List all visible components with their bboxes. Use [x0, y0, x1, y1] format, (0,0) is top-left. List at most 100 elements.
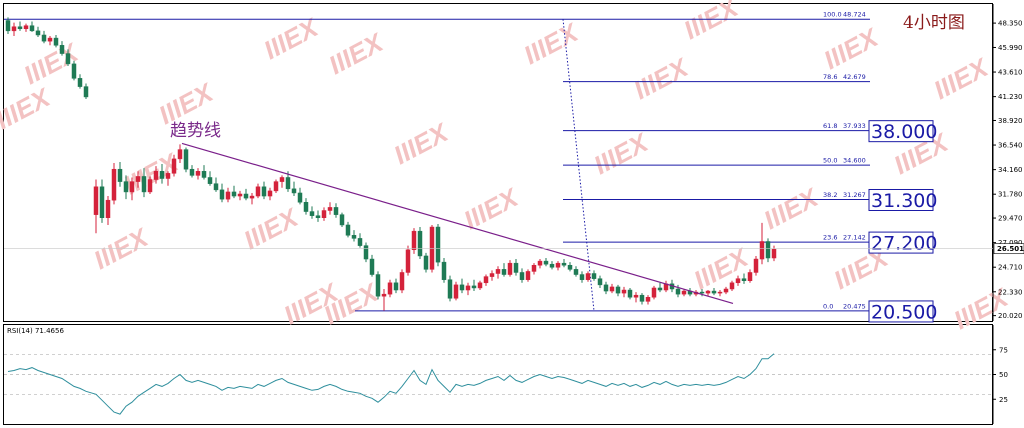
candle-body [165, 173, 171, 179]
candle-body [567, 264, 573, 270]
price-axis: 48.350 45.990 43.610 41.230 38.920 36.540 34.1… [4, 4, 1024, 321]
rsi-levels [4, 354, 993, 395]
candle-body [249, 195, 255, 199]
candle-body [327, 207, 333, 211]
candle-body [501, 269, 507, 275]
candle-body [381, 293, 387, 297]
candle-body [53, 37, 59, 46]
fib-price-label: 27.142 [843, 234, 866, 242]
candle-body [507, 262, 513, 275]
candle-body [99, 186, 105, 218]
fib-price-label: 20.475 [843, 302, 866, 310]
candle-body [675, 288, 681, 295]
candle-body [411, 230, 417, 251]
fib-ratio-label: 0.0 [823, 302, 833, 310]
candle-body [417, 230, 423, 257]
candle-body [435, 226, 441, 263]
candle-body [279, 177, 285, 182]
candle-body [603, 284, 609, 292]
fibonacci-levels: 100.0 48.724 78.6 42.679 61.8 37.933 50.0 34.60… [4, 11, 870, 312]
candle-body [609, 286, 615, 292]
candlestick-series [5, 17, 777, 311]
candle-body [699, 291, 705, 294]
price-tick-label: 20.020 [998, 312, 1023, 320]
fib-ratio-label: 50.0 [823, 157, 837, 165]
fib-ratio-label: 100.0 [823, 11, 842, 19]
candle-body [597, 278, 603, 286]
candle-body [369, 258, 375, 275]
candle-body [309, 211, 315, 216]
candle-body [65, 53, 71, 65]
candle-body [531, 264, 537, 272]
candle-body [339, 214, 345, 226]
candle-body [195, 171, 201, 176]
candle-body [351, 235, 357, 239]
fib-ratio-label: 23.6 [823, 234, 837, 242]
price-tick-label: 43.610 [998, 69, 1023, 77]
fib-ratio-label: 38.2 [823, 191, 837, 199]
candle-body [453, 284, 459, 299]
candle-body [189, 168, 195, 176]
candle-body [633, 294, 639, 298]
candle-body [735, 278, 741, 284]
trendline-label: 趋势线 [170, 121, 221, 141]
candle-body [543, 260, 549, 265]
candle-body [729, 282, 735, 290]
candle-body [555, 262, 561, 268]
price-tick-label: 48.350 [998, 20, 1023, 28]
fib-ratio-label: 61.8 [823, 122, 837, 130]
candle-body [753, 258, 759, 273]
fib-price-label: 31.267 [843, 191, 866, 199]
level-box-label: 27.200 [871, 233, 937, 255]
candle-body [405, 249, 411, 273]
candle-body [525, 271, 531, 280]
candle-body [171, 158, 177, 174]
price-tick-label: 34.160 [998, 166, 1023, 174]
candle-body [345, 224, 351, 236]
candle-body [93, 186, 99, 215]
candle-body [213, 183, 219, 191]
current-price-box [993, 243, 1024, 255]
candle-body [47, 37, 53, 42]
rsi-tick-label: 75 [999, 346, 1008, 354]
candle-body [375, 274, 381, 297]
candle-body [141, 176, 147, 193]
candle-body [83, 86, 89, 98]
candle-body [495, 269, 501, 274]
fib-price-label: 48.724 [843, 11, 866, 19]
candle-body [429, 226, 435, 270]
candle-body [123, 181, 129, 193]
candle-body [321, 210, 327, 218]
candle-body [231, 191, 237, 197]
candle-body [585, 273, 591, 280]
candle-body [621, 289, 627, 294]
candle-body [465, 285, 471, 291]
level-box-frame [868, 231, 934, 254]
candle-body [723, 288, 729, 293]
candle-body [441, 261, 447, 280]
fib-price-label: 37.933 [843, 122, 866, 130]
candle-body [447, 279, 453, 299]
level-box-frame [868, 120, 934, 143]
candle-body [135, 176, 141, 182]
candle-body [537, 260, 543, 266]
candle-body [153, 171, 159, 180]
candle-body [315, 215, 321, 218]
price-tick-label: 36.540 [998, 142, 1023, 150]
trendline [181, 142, 734, 305]
price-tick-label: 24.710 [998, 264, 1023, 272]
candle-body [747, 272, 753, 281]
price-tick-label: 29.470 [998, 215, 1023, 223]
candle-body [765, 241, 771, 259]
candle-body [615, 286, 621, 294]
candle-body [759, 241, 765, 260]
candle-body [513, 262, 519, 273]
candle-body [285, 177, 291, 190]
candle-body [117, 168, 123, 182]
candle-body [201, 171, 207, 178]
candle-body [399, 272, 405, 291]
rsi-series [7, 353, 775, 415]
candle-body [561, 262, 567, 266]
candle-body [261, 186, 267, 197]
candle-body [273, 181, 279, 192]
